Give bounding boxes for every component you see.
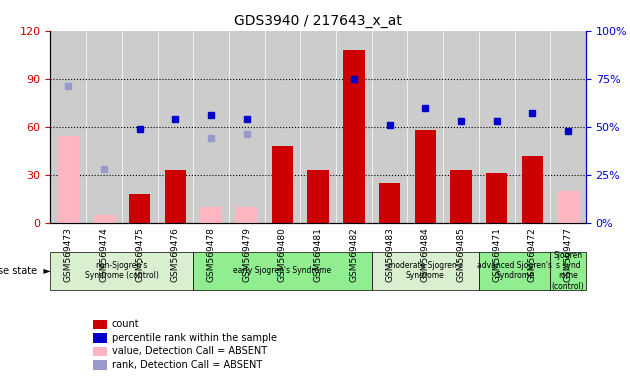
Bar [236, 207, 258, 223]
Bar [558, 191, 579, 223]
Bar [272, 146, 293, 223]
Bar [129, 194, 151, 223]
Bar [486, 173, 507, 223]
Text: early Sjogren's Syndrome: early Sjogren's Syndrome [233, 266, 331, 275]
FancyBboxPatch shape [550, 252, 586, 290]
Text: moderate Sjogren's
Syndrome: moderate Sjogren's Syndrome [388, 261, 462, 280]
Bar [343, 50, 365, 223]
Text: advanced Sjogren's
Syndrome: advanced Sjogren's Syndrome [477, 261, 552, 280]
Text: count: count [112, 319, 140, 329]
FancyBboxPatch shape [50, 252, 193, 290]
Text: rank, Detection Call = ABSENT: rank, Detection Call = ABSENT [112, 360, 262, 370]
FancyBboxPatch shape [193, 252, 372, 290]
Text: Sjogren
s synd
rome
(control): Sjogren s synd rome (control) [552, 251, 585, 291]
Bar [93, 333, 106, 343]
Bar [450, 170, 472, 223]
Bar [307, 170, 329, 223]
Bar [200, 207, 222, 223]
Text: disease state  ►: disease state ► [0, 266, 50, 276]
Bar [93, 319, 106, 329]
Bar [93, 215, 115, 223]
Bar [93, 346, 106, 356]
Bar [57, 136, 79, 223]
FancyBboxPatch shape [479, 252, 550, 290]
Text: non-Sjogren's
Syndrome (control): non-Sjogren's Syndrome (control) [85, 261, 159, 280]
Text: percentile rank within the sample: percentile rank within the sample [112, 333, 277, 343]
Bar [164, 170, 186, 223]
FancyBboxPatch shape [372, 252, 479, 290]
Bar [93, 360, 106, 369]
Bar [379, 183, 400, 223]
Title: GDS3940 / 217643_x_at: GDS3940 / 217643_x_at [234, 14, 402, 28]
Text: value, Detection Call = ABSENT: value, Detection Call = ABSENT [112, 346, 267, 356]
Bar [522, 156, 543, 223]
Bar [415, 130, 436, 223]
